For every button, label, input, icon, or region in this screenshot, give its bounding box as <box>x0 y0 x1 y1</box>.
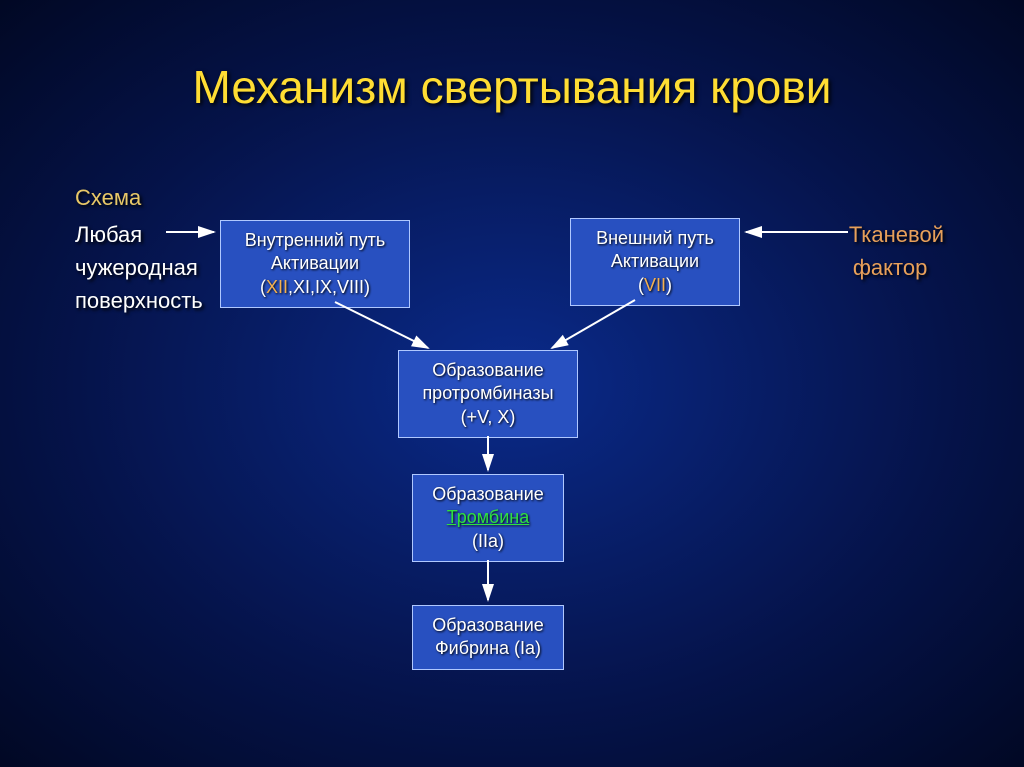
right-trigger-label: Тканевой фактор <box>849 218 944 284</box>
node-prothrombinase: Образование протромбиназы (+V, X) <box>398 350 578 438</box>
thrombin-line1: Образование <box>425 483 551 506</box>
intrinsic-line1: Внутренний путь <box>233 229 397 252</box>
left-trigger-label: Любая чужеродная поверхность <box>75 218 203 317</box>
node-extrinsic-pathway: Внешний путь Активации (VII) <box>570 218 740 306</box>
thrombin-line2: Тромбина <box>425 506 551 529</box>
left-line3: поверхность <box>75 284 203 317</box>
node-intrinsic-pathway: Внутренний путь Активации (XII,XI,IX,VII… <box>220 220 410 308</box>
node-fibrin: Образование Фибрина (Ia) <box>412 605 564 670</box>
prothrom-line1: Образование <box>411 359 565 382</box>
left-line2: чужеродная <box>75 251 203 284</box>
fibrin-line2: Фибрина (Ia) <box>425 637 551 660</box>
right-line1: Тканевой <box>849 218 944 251</box>
left-line1: Любая <box>75 218 203 251</box>
fibrin-line1: Образование <box>425 614 551 637</box>
extrinsic-line2: Активации <box>583 250 727 273</box>
right-line2: фактор <box>849 251 944 284</box>
extrinsic-line1: Внешний путь <box>583 227 727 250</box>
schema-label: Схема <box>75 185 141 211</box>
node-thrombin: Образование Тромбина (IIa) <box>412 474 564 562</box>
intrinsic-line2: Активации <box>233 252 397 275</box>
prothrom-line2: протромбиназы <box>411 382 565 405</box>
intrinsic-line3: (XII,XI,IX,VIII) <box>233 276 397 299</box>
slide-title: Механизм свертывания крови <box>0 0 1024 114</box>
extrinsic-line3: (VII) <box>583 274 727 297</box>
thrombin-line3: (IIa) <box>425 530 551 553</box>
prothrom-line3: (+V, X) <box>411 406 565 429</box>
